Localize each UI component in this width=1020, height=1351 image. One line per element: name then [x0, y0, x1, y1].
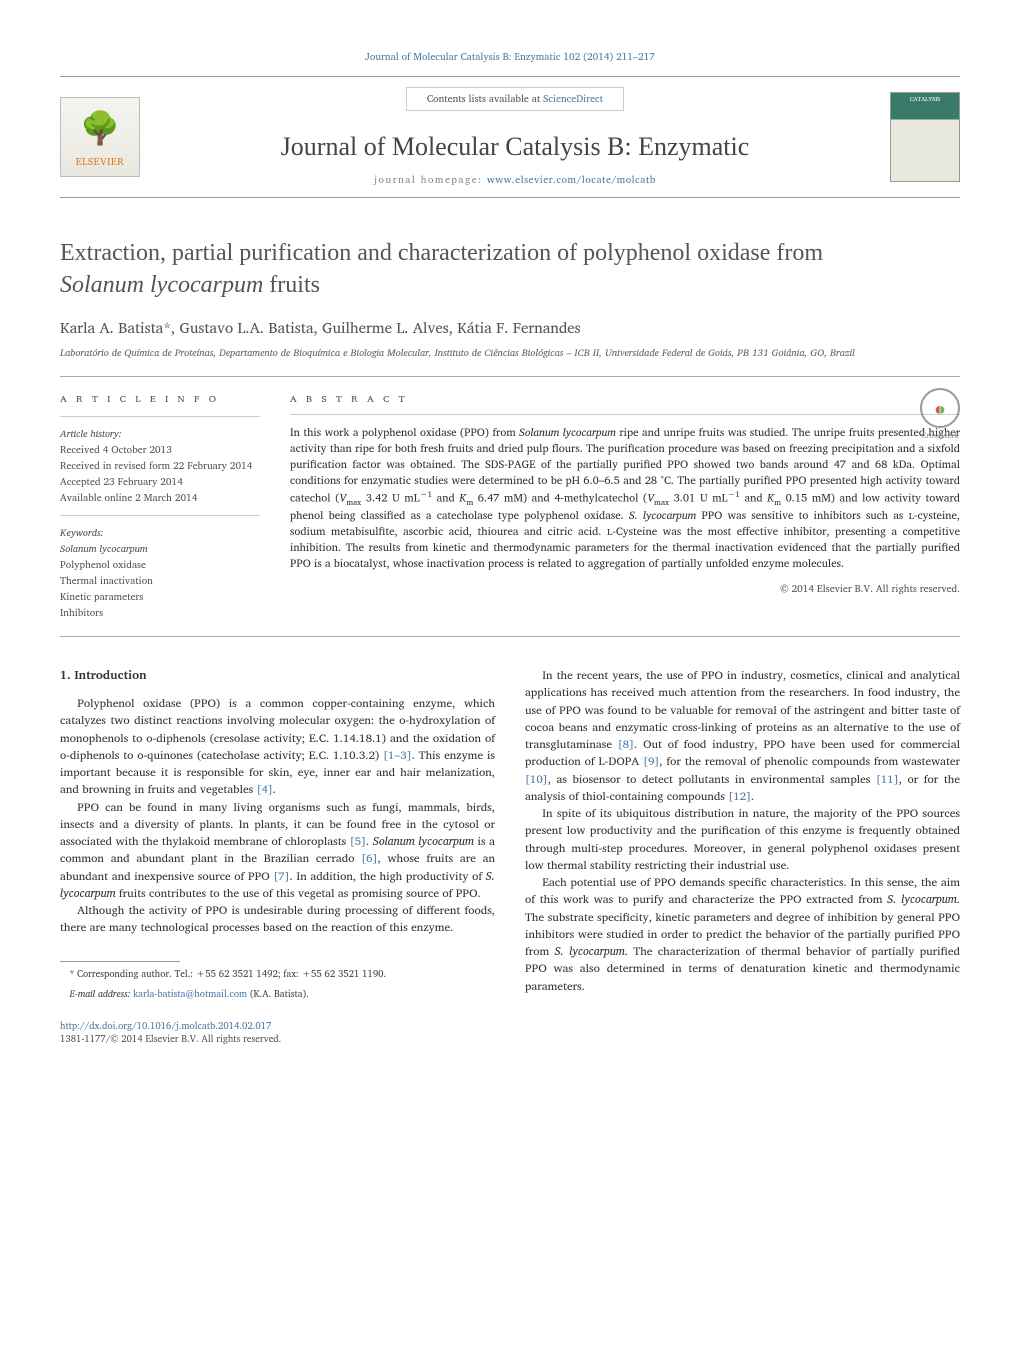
email-prefix: E-mail address:: [70, 987, 134, 1002]
article-info-panel: a r t i c l e i n f o Article history: R…: [60, 377, 260, 636]
keyword-item: Inhibitors: [60, 606, 260, 620]
divider: [60, 515, 260, 516]
keyword-item: Kinetic parameters: [60, 590, 260, 604]
divider: [290, 414, 960, 415]
elsevier-logo[interactable]: 🌳 ELSEVIER: [60, 97, 140, 177]
crossmark-label: CrossMark: [910, 430, 970, 441]
history-revised: Received in revised form 22 February 201…: [60, 459, 260, 473]
paragraph: Although the activity of PPO is undesira…: [60, 902, 495, 937]
contents-prefix: Contents lists available at: [427, 91, 543, 107]
abstract-label: a b s t r a c t: [290, 391, 960, 406]
info-abstract-row: a r t i c l e i n f o Article history: R…: [60, 376, 960, 637]
title-text-2: fruits: [263, 272, 320, 298]
journal-title: Journal of Molecular Catalysis B: Enzyma…: [160, 129, 870, 165]
cover-title: CATALYSIS: [891, 93, 959, 105]
sciencedirect-link[interactable]: ScienceDirect: [543, 91, 603, 107]
email-footnote: E-mail address: karla-batista@hotmail.co…: [60, 988, 495, 1002]
abstract-panel: a b s t r a c t In this work a polypheno…: [290, 377, 960, 636]
history-label: Article history:: [60, 427, 260, 441]
abstract-copyright: © 2014 Elsevier B.V. All rights reserved…: [290, 582, 960, 596]
authors-line: Karla A. Batista*, Gustavo L.A. Batista,…: [60, 317, 960, 338]
paragraph: Each potential use of PPO demands specif…: [525, 874, 960, 995]
homepage-prefix: journal homepage:: [374, 172, 487, 188]
title-species: Solanum lycocarpum: [60, 272, 263, 298]
section-heading-intro: 1. Introduction: [60, 667, 495, 685]
email-suffix: (K.A. Batista).: [247, 987, 309, 1002]
page-footer: http://dx.doi.org/10.1016/j.molcatb.2014…: [60, 1020, 960, 1047]
corresponding-author-footnote: * Corresponding author. Tel.: +55 62 352…: [60, 968, 495, 982]
keywords-list: Solanum lycocarpum Polyphenol oxidase Ther…: [60, 542, 260, 620]
email-link[interactable]: karla-batista@hotmail.com: [133, 987, 247, 1002]
keyword-item: Solanum lycocarpum: [60, 542, 260, 556]
keyword-item: Thermal inactivation: [60, 574, 260, 588]
crossmark-icon: ◐◑: [920, 388, 960, 428]
issn-line: 1381-1177/© 2014 Elsevier B.V. All right…: [60, 1032, 281, 1047]
keywords-label: Keywords:: [60, 526, 260, 540]
paragraph: In spite of its ubiquitous distribution …: [525, 805, 960, 874]
title-text-1: Extraction, partial purification and cha…: [60, 240, 823, 266]
elsevier-name: ELSEVIER: [76, 155, 124, 169]
footnote-separator: [60, 961, 180, 962]
header-citation: Journal of Molecular Catalysis B: Enzyma…: [60, 50, 960, 64]
article-title: Extraction, partial purification and cha…: [60, 238, 960, 300]
history-accepted: Accepted 23 February 2014: [60, 475, 260, 489]
elsevier-tree-icon: 🌳: [80, 106, 120, 151]
paragraph: PPO can be found in many living organism…: [60, 799, 495, 903]
homepage-line: journal homepage: www.elsevier.com/locat…: [160, 173, 870, 187]
affiliation: Laboratório de Química de Proteínas, Dep…: [60, 346, 960, 360]
homepage-link[interactable]: www.elsevier.com/locate/molcatb: [487, 172, 656, 188]
page-root: Journal of Molecular Catalysis B: Enzyma…: [0, 0, 1020, 1087]
divider: [60, 416, 260, 417]
masthead-center: Contents lists available at ScienceDirec…: [140, 87, 890, 187]
masthead: 🌳 ELSEVIER Contents lists available at S…: [60, 76, 960, 198]
title-block: ◐◑ CrossMark Extraction, partial purific…: [60, 238, 960, 359]
paragraph: Polyphenol oxidase (PPO) is a common cop…: [60, 695, 495, 799]
body-columns: 1. Introduction Polyphenol oxidase (PPO)…: [60, 667, 960, 1002]
article-info-label: a r t i c l e i n f o: [60, 391, 260, 406]
crossmark-badge[interactable]: ◐◑ CrossMark: [910, 388, 970, 441]
citation-link[interactable]: Journal of Molecular Catalysis B: Enzyma…: [365, 49, 655, 65]
history-online: Available online 2 March 2014: [60, 491, 260, 505]
abstract-text: In this work a polyphenol oxidase (PPO) …: [290, 425, 960, 572]
journal-cover-thumb[interactable]: CATALYSIS: [890, 92, 960, 182]
history-received: Received 4 October 2013: [60, 443, 260, 457]
paragraph: In the recent years, the use of PPO in i…: [525, 667, 960, 805]
keyword-item: Polyphenol oxidase: [60, 558, 260, 572]
contents-line: Contents lists available at ScienceDirec…: [406, 87, 624, 111]
